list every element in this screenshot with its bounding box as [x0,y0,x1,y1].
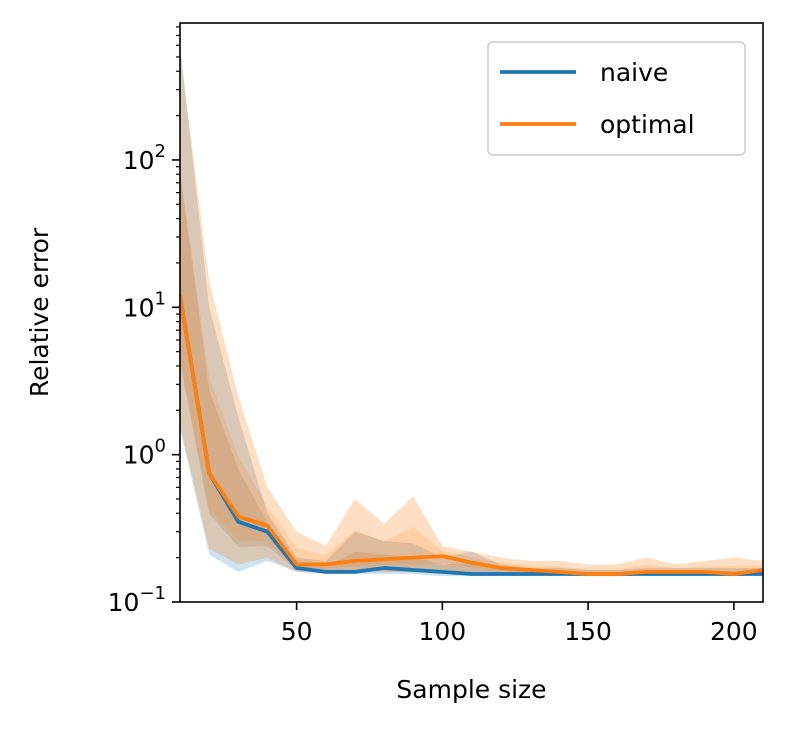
legend-label-naive: naive [600,58,668,87]
x-axis-label: Sample size [396,675,546,704]
y-tick-label: 100 [123,436,166,470]
y-axis-ticks: 10−1 100 101 102 [108,26,180,617]
x-tick-label: 100 [418,617,466,646]
y-tick-label: 102 [123,141,166,175]
line-optimal [180,295,763,576]
y-tick-label: 10−1 [108,583,166,617]
y-tick-label: 101 [123,288,166,322]
x-tick-label: 50 [281,617,313,646]
y-axis-label: Relative error [25,227,54,397]
x-tick-label: 150 [564,617,612,646]
legend-label-optimal: optimal [600,110,695,139]
legend: naive optimal [487,41,746,156]
inner-band-optimal [180,173,763,575]
inner-band-naive [180,170,763,575]
x-axis-ticks: 50 100 150 200 [281,602,758,646]
plot-frame [179,22,764,603]
series-lines [180,295,763,576]
line-naive [180,295,763,576]
x-tick-label: 200 [710,617,758,646]
